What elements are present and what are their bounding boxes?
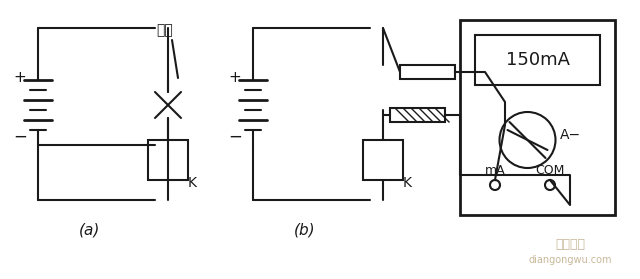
Bar	[475, 35, 600, 85]
Bar	[460, 20, 615, 215]
Bar	[400, 65, 455, 79]
Text: +: +	[228, 71, 241, 85]
Bar	[363, 140, 403, 180]
Text: (a): (a)	[79, 222, 100, 237]
Circle shape	[490, 180, 500, 190]
Text: 150mA: 150mA	[506, 51, 570, 69]
Bar	[148, 140, 188, 180]
Text: COM: COM	[535, 163, 564, 177]
Text: (b): (b)	[294, 222, 316, 237]
Text: mA: mA	[484, 163, 506, 177]
Text: 电工之屋: 电工之屋	[555, 239, 585, 251]
Text: −: −	[228, 128, 242, 146]
Text: diangongwu.com: diangongwu.com	[528, 255, 612, 265]
Text: K: K	[403, 176, 412, 190]
Text: K: K	[188, 176, 196, 190]
Circle shape	[499, 112, 556, 168]
Bar	[390, 108, 445, 122]
Text: −: −	[13, 128, 27, 146]
Text: +: +	[13, 71, 26, 85]
Circle shape	[545, 180, 555, 190]
Text: A−: A−	[559, 128, 580, 142]
Text: 断开: 断开	[157, 23, 173, 37]
